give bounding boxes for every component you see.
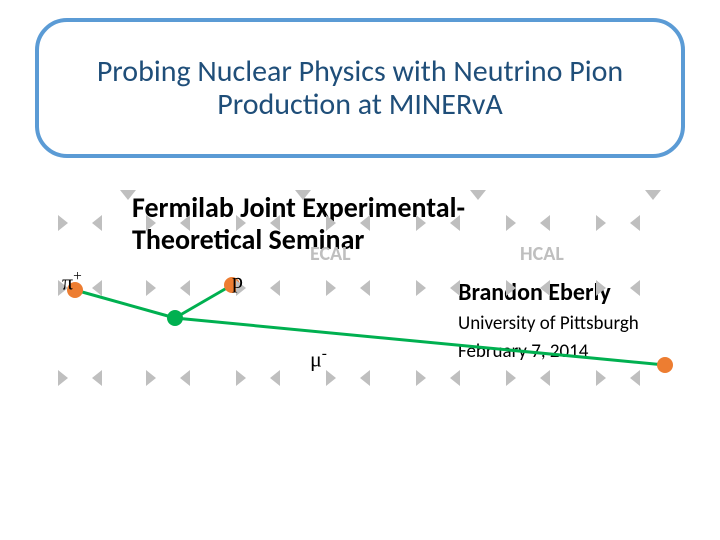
grid-triangle-left xyxy=(450,280,460,296)
grid-triangle-left xyxy=(92,280,102,296)
grid-triangle-right xyxy=(506,215,516,231)
grid-triangle-right xyxy=(506,370,516,386)
grid-triangle-left xyxy=(270,215,280,231)
grid-triangle-left xyxy=(540,280,550,296)
grid-triangle-right xyxy=(596,215,606,231)
grid-triangle-left xyxy=(630,215,640,231)
track-pi_plus xyxy=(75,290,175,318)
grid-triangle-down xyxy=(295,190,311,200)
grid-triangle-right xyxy=(58,215,68,231)
grid-triangle-down xyxy=(645,190,661,200)
grid-triangle-right xyxy=(506,280,516,296)
grid-triangle-left xyxy=(180,280,190,296)
grid-triangle-right xyxy=(416,280,426,296)
grid-triangle-left xyxy=(270,280,280,296)
grid-triangle-left xyxy=(180,370,190,386)
grid-triangle-right xyxy=(416,215,426,231)
grid-triangle-right xyxy=(596,370,606,386)
pi_plus_label: π+ xyxy=(62,268,82,295)
grid-triangle-left xyxy=(92,370,102,386)
grid-triangle-right xyxy=(326,370,336,386)
grid-triangle-left xyxy=(92,215,102,231)
grid-triangle-right xyxy=(326,215,336,231)
grid-triangle-down xyxy=(470,190,486,200)
grid-triangle-down xyxy=(120,190,136,200)
grid-triangle-left xyxy=(540,215,550,231)
grid-triangle-left xyxy=(360,370,370,386)
grid-triangle-left xyxy=(180,215,190,231)
grid-triangle-right xyxy=(236,370,246,386)
vertex xyxy=(167,310,183,326)
grid-triangle-left xyxy=(450,370,460,386)
grid-triangle-right xyxy=(326,280,336,296)
grid-triangle-right xyxy=(236,215,246,231)
proton_label: p xyxy=(232,268,243,294)
grid-triangle-left xyxy=(630,280,640,296)
track-mu_minus xyxy=(175,318,665,365)
grid-triangle-left xyxy=(360,215,370,231)
grid-triangle-right xyxy=(416,370,426,386)
grid-triangle-left xyxy=(450,215,460,231)
grid-triangle-right xyxy=(146,215,156,231)
grid-triangle-right xyxy=(146,280,156,296)
grid-triangle-right xyxy=(146,370,156,386)
grid-triangle-left xyxy=(630,370,640,386)
grid-triangle-left xyxy=(270,370,280,386)
title-box: Probing Nuclear Physics with Neutrino Pi… xyxy=(35,18,685,158)
slide-title: Probing Nuclear Physics with Neutrino Pi… xyxy=(39,55,681,121)
grid-triangle-left xyxy=(540,370,550,386)
grid-triangle-right xyxy=(58,370,68,386)
mu_minus_label: μ- xyxy=(310,345,327,372)
grid-triangle-right xyxy=(596,280,606,296)
grid-triangle-left xyxy=(360,280,370,296)
endcap-mu_minus xyxy=(657,357,673,373)
